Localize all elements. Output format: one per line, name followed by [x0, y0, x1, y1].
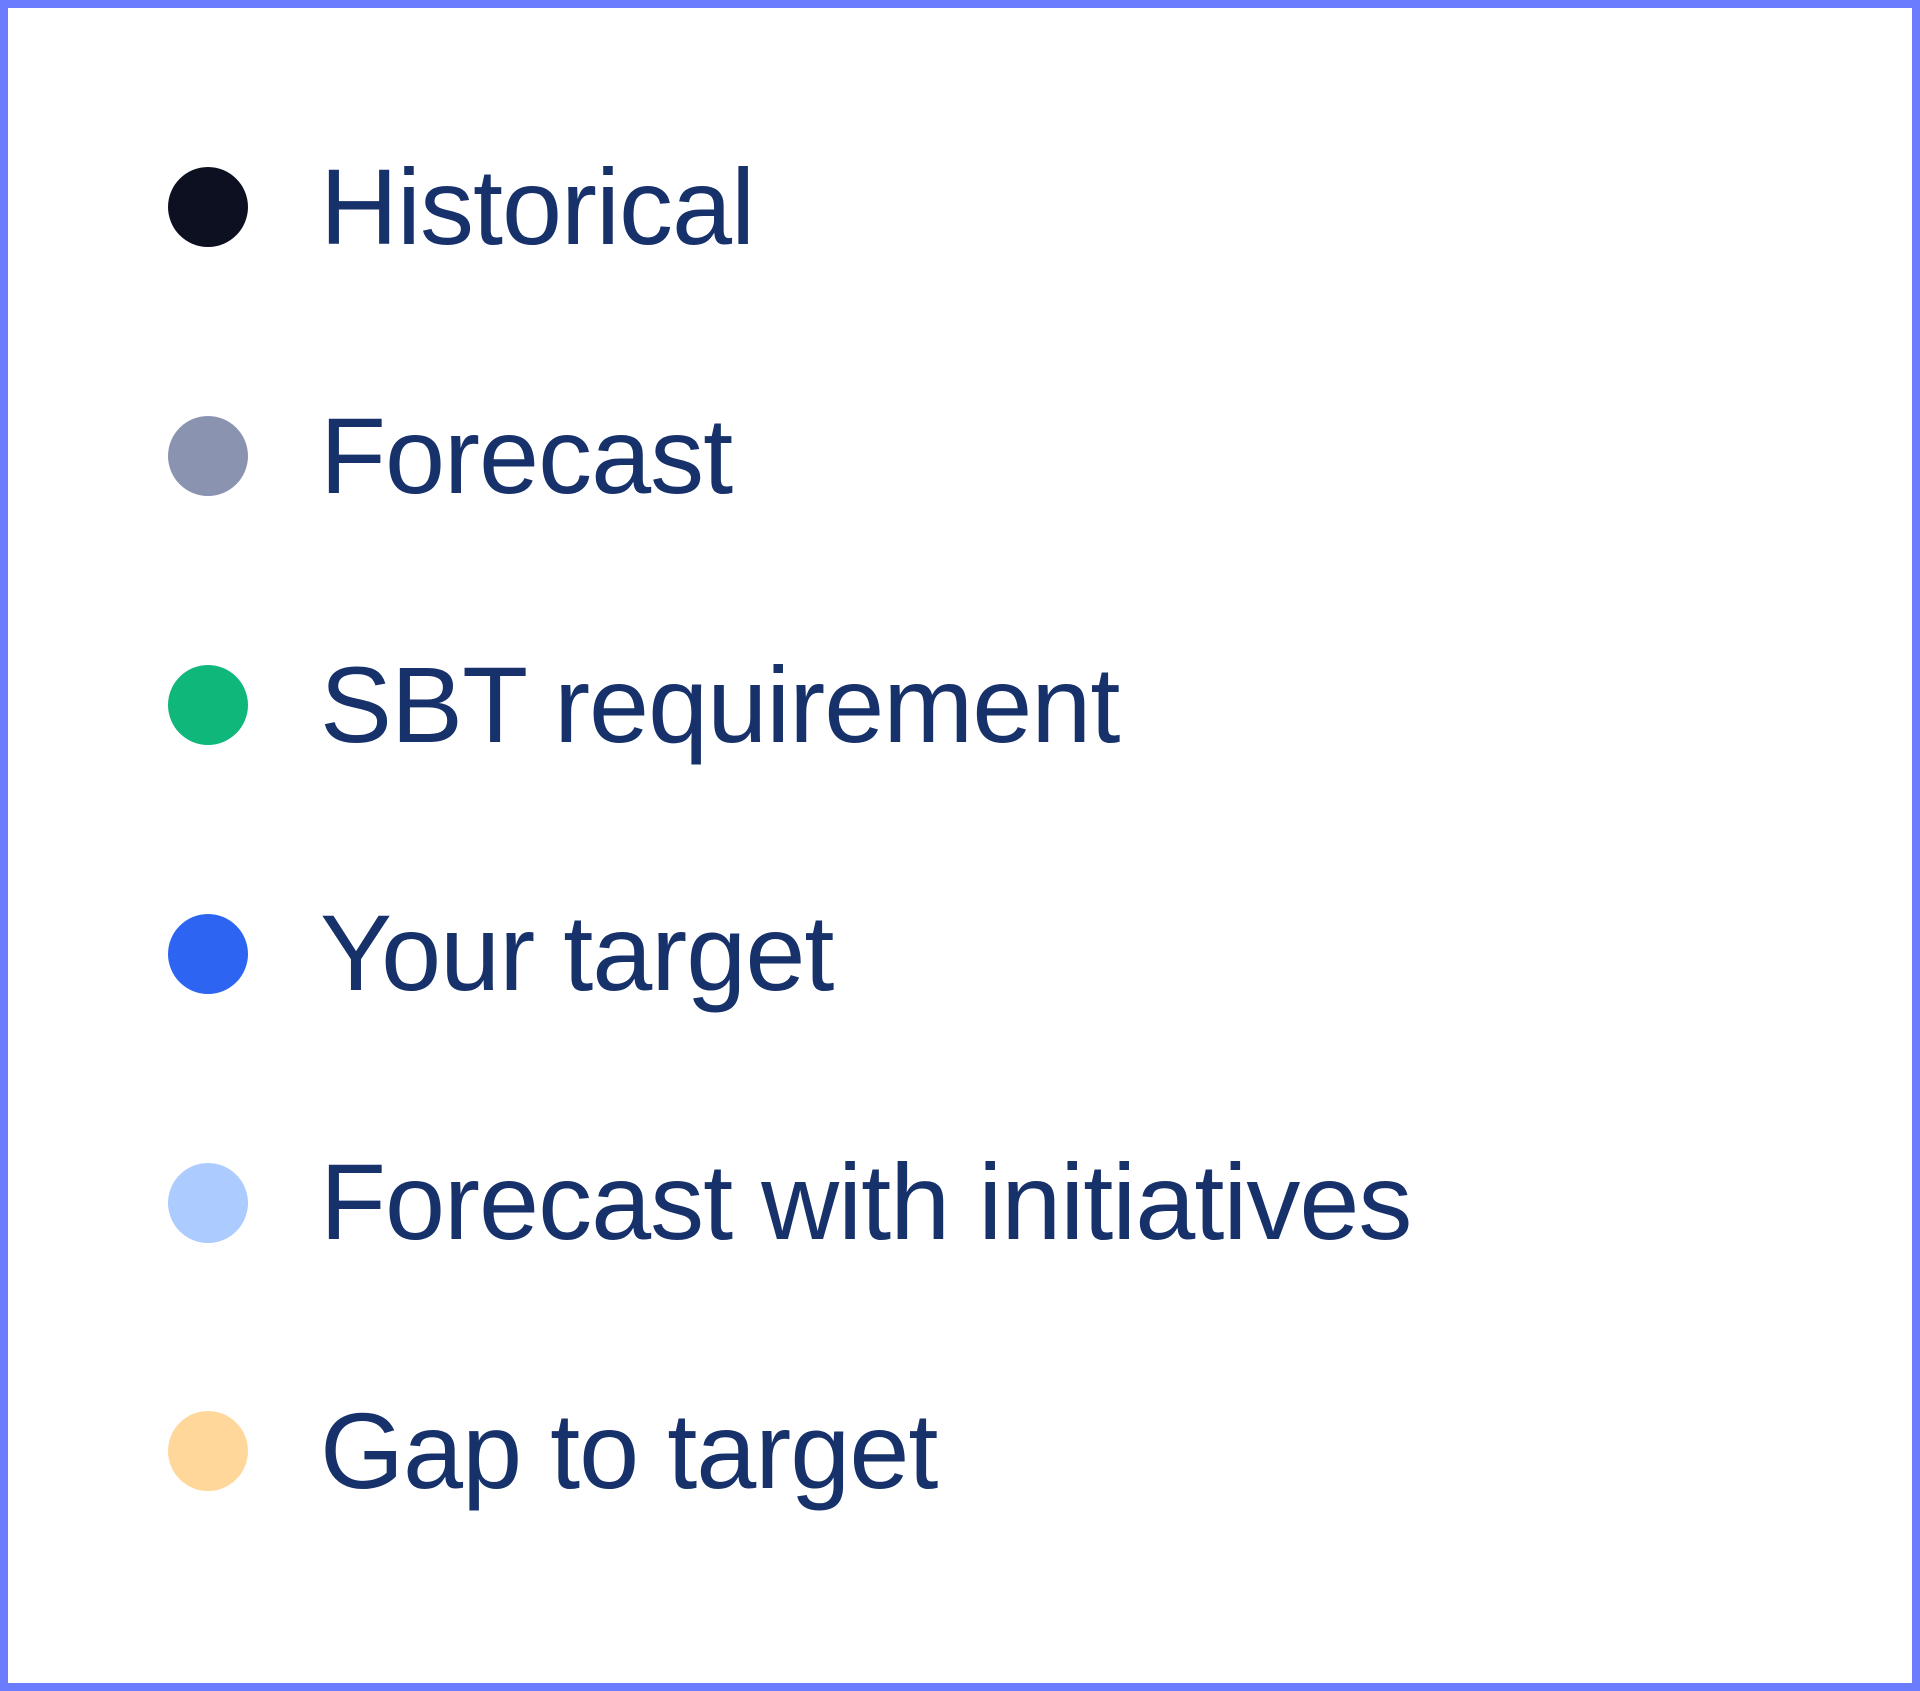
legend-label: Forecast with initiatives	[320, 1143, 1411, 1262]
swatch-forecast	[168, 416, 248, 496]
swatch-sbt-requirement	[168, 665, 248, 745]
swatch-forecast-with-initiatives	[168, 1163, 248, 1243]
legend-label: Historical	[320, 148, 754, 267]
swatch-gap-to-target	[168, 1411, 248, 1491]
legend-item-forecast: Forecast	[168, 397, 1752, 516]
legend-label: Gap to target	[320, 1392, 937, 1511]
swatch-historical	[168, 167, 248, 247]
legend-label: SBT requirement	[320, 646, 1119, 765]
legend-label: Your target	[320, 894, 833, 1013]
legend-item-sbt-requirement: SBT requirement	[168, 646, 1752, 765]
legend-container: Historical Forecast SBT requirement Your…	[0, 0, 1920, 1691]
legend-item-gap-to-target: Gap to target	[168, 1392, 1752, 1511]
legend-item-your-target: Your target	[168, 894, 1752, 1013]
swatch-your-target	[168, 914, 248, 994]
legend-item-historical: Historical	[168, 148, 1752, 267]
legend-item-forecast-with-initiatives: Forecast with initiatives	[168, 1143, 1752, 1262]
legend-label: Forecast	[320, 397, 732, 516]
